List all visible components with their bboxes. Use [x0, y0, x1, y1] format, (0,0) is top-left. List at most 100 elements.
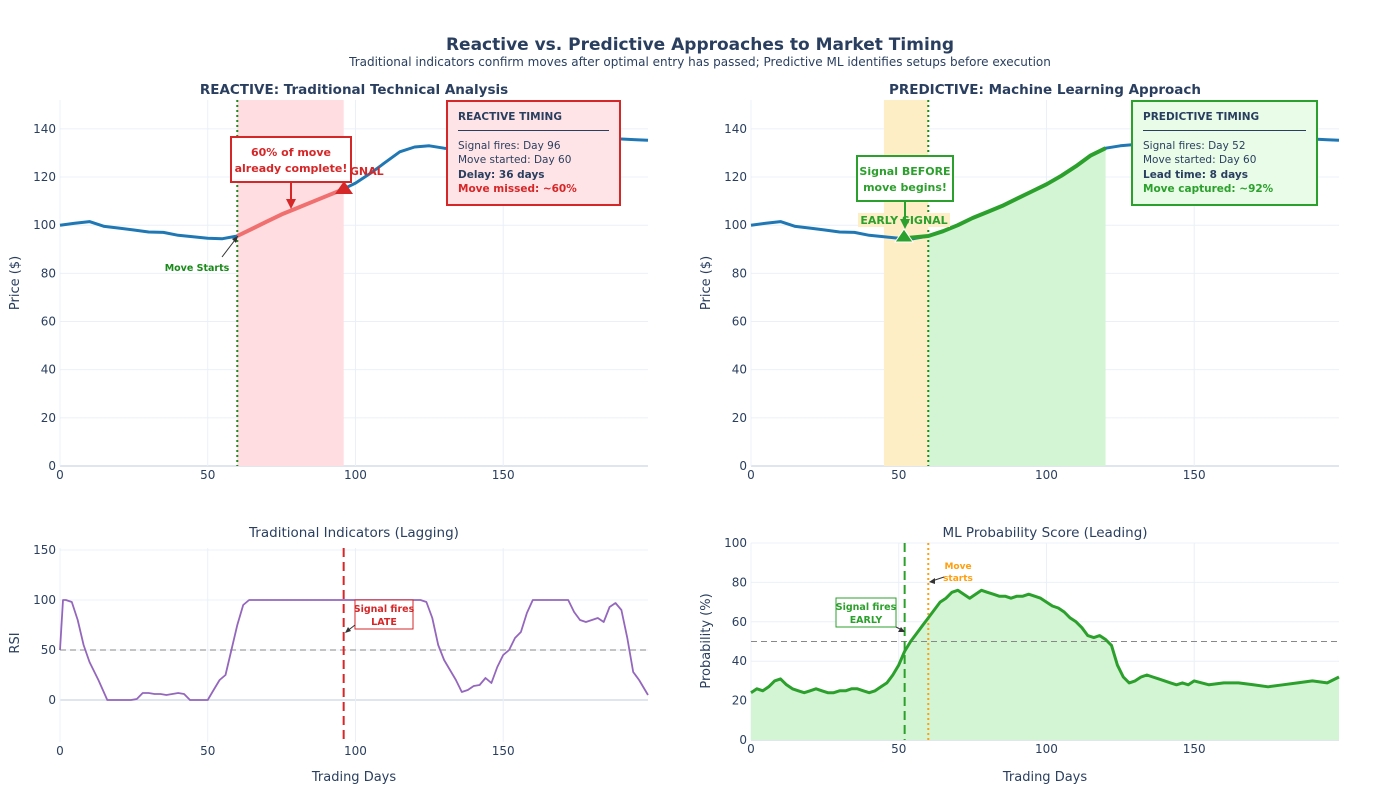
- captured-move-area: [928, 148, 1106, 466]
- predictive-y-label: Price ($): [699, 256, 714, 310]
- predictive-ytick: 100: [724, 218, 747, 232]
- prob-signal-arrowhead: [898, 627, 905, 632]
- predictive-box-rule: [1143, 129, 1306, 131]
- prob-xtick: 150: [1183, 742, 1206, 756]
- prob-xtick: 50: [891, 742, 906, 756]
- reactive-ytick: 100: [33, 218, 56, 232]
- predictive-box-title: PREDICTIVE TIMING: [1143, 111, 1260, 123]
- prob-panel-title: ML Probability Score (Leading): [942, 525, 1147, 541]
- predictive-callout-line1: Signal BEFORE: [859, 165, 950, 178]
- reactive-box-title: REACTIVE TIMING: [458, 111, 562, 123]
- rsi-xtick: 0: [56, 744, 64, 758]
- rsi-ytick: 50: [41, 643, 56, 657]
- predictive-callout-arrowhead: [900, 219, 910, 229]
- prob-signal-box: [835, 597, 897, 628]
- predictive-ytick: 40: [732, 363, 747, 377]
- early-signal-marker: [894, 228, 914, 243]
- late-signal-marker: [335, 181, 353, 194]
- rsi-chart: 0 50 100 150 0 50 100 150: [33, 543, 649, 758]
- move-starts-annotation: Move Starts: [165, 235, 239, 274]
- probability-chart: 0 20 40 60 80 100 0 50 100 150: [724, 536, 1340, 756]
- predictive-callout-line2: move begins!: [863, 181, 947, 194]
- predictive-ytick: 140: [724, 122, 747, 136]
- reactive-xtick: 150: [492, 468, 515, 482]
- predictive-panel-title: PREDICTIVE: Machine Learning Approach: [889, 82, 1201, 98]
- prob-ytick: 0: [739, 733, 747, 747]
- predictive-xtick: 0: [747, 468, 755, 482]
- prob-move-line2: starts: [943, 574, 973, 584]
- predictive-callout: Signal BEFORE move begins!: [856, 155, 954, 229]
- predictive-timing-box: PREDICTIVE TIMING Signal fires: Day 52 M…: [1131, 100, 1318, 206]
- rsi-xtick: 150: [492, 744, 515, 758]
- reactive-callout-line1: 60% of move: [251, 146, 331, 159]
- reactive-box-line4: Move missed: ~60%: [458, 183, 577, 195]
- reactive-callout-arrowhead: [286, 199, 296, 209]
- rsi-signal-line1: Signal fires: [354, 604, 415, 615]
- rsi-xtick: 100: [344, 744, 367, 758]
- predictive-ytick: 0: [739, 459, 747, 473]
- rsi-xtick: 50: [200, 744, 215, 758]
- reactive-box-line2: Move started: Day 60: [458, 154, 572, 166]
- prob-ytick: 80: [732, 575, 747, 589]
- rsi-signal-arrowhead: [345, 627, 351, 633]
- rsi-ytick: 0: [48, 693, 56, 707]
- reactive-ytick: 40: [41, 363, 56, 377]
- predictive-callout-box: [856, 155, 954, 202]
- prob-xtick: 100: [1035, 742, 1058, 756]
- reactive-panel-title: REACTIVE: Traditional Technical Analysis: [200, 82, 508, 98]
- figure-title: Reactive vs. Predictive Approaches to Ma…: [446, 35, 954, 55]
- reactive-callout: 60% of move already complete!: [230, 136, 352, 209]
- reactive-ytick: 120: [33, 170, 56, 184]
- predictive-ytick: 20: [732, 411, 747, 425]
- prob-ytick: 60: [732, 615, 747, 629]
- prob-signal-line2: EARLY: [850, 615, 883, 626]
- prob-ytick: 100: [724, 536, 747, 550]
- captured-move-line: [904, 146, 1107, 241]
- prob-move-arrowhead: [929, 578, 935, 584]
- predictive-box-line3: Lead time: 8 days: [1143, 168, 1248, 181]
- prob-move-starts-annotation: Move starts: [929, 562, 973, 584]
- prob-x-label: Trading Days: [1002, 770, 1087, 785]
- predictive-xtick: 150: [1183, 468, 1206, 482]
- predictive-ytick: 120: [724, 170, 747, 184]
- predictive-box-line1: Signal fires: Day 52: [1143, 139, 1246, 152]
- reactive-xtick: 0: [56, 468, 64, 482]
- reactive-box-rule: [458, 129, 609, 131]
- rsi-signal-annotation: Signal fires LATE: [345, 599, 415, 633]
- predictive-box-line4: Move captured: ~92%: [1143, 183, 1274, 195]
- reactive-box-line3: Delay: 36 days: [458, 168, 545, 181]
- predictive-xtick: 50: [891, 468, 906, 482]
- prob-ytick: 40: [732, 654, 747, 668]
- prob-signal-annotation: Signal fires EARLY: [835, 597, 905, 632]
- reactive-ytick: 140: [33, 122, 56, 136]
- rsi-x-label: Trading Days: [311, 770, 396, 785]
- prob-signal-line1: Signal fires: [836, 602, 897, 613]
- predictive-xtick: 100: [1035, 468, 1058, 482]
- early-window-band: [883, 100, 929, 466]
- prob-xtick: 0: [747, 742, 755, 756]
- reactive-y-label: Price ($): [8, 256, 23, 310]
- rsi-signal-box: [354, 599, 414, 630]
- reactive-xtick: 50: [200, 468, 215, 482]
- predictive-ytick: 60: [732, 315, 747, 329]
- rsi-signal-line2: LATE: [371, 617, 397, 628]
- predictive-ytick: 80: [732, 266, 747, 280]
- reactive-xtick: 100: [344, 468, 367, 482]
- reactive-ytick: 60: [41, 315, 56, 329]
- reactive-ytick: 20: [41, 411, 56, 425]
- missed-move-line: [236, 187, 345, 238]
- prob-y-label: Probability (%): [699, 593, 714, 688]
- reactive-ytick: 80: [41, 266, 56, 280]
- move-starts-arrowhead: [232, 236, 238, 243]
- probability-area: [751, 590, 1339, 740]
- move-starts-label: Move Starts: [165, 263, 230, 274]
- prob-move-line1: Move: [944, 562, 971, 572]
- rsi-ytick: 150: [33, 543, 56, 557]
- reactive-timing-box: REACTIVE TIMING Signal fires: Day 96 Mov…: [446, 100, 621, 206]
- rsi-panel-title: Traditional Indicators (Lagging): [248, 525, 459, 541]
- reactive-callout-line2: already complete!: [235, 162, 348, 175]
- figure-subtitle: Traditional indicators confirm moves aft…: [348, 55, 1051, 69]
- reactive-callout-box: [230, 136, 352, 183]
- prob-ytick: 20: [732, 694, 747, 708]
